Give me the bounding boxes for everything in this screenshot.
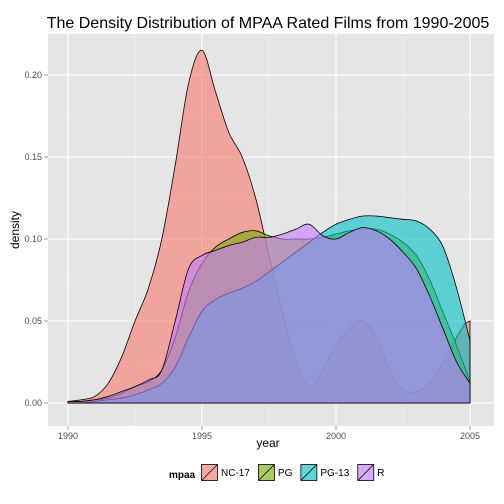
- legend-key-slash-pg-13: [300, 464, 318, 481]
- x-axis-title: year: [256, 436, 279, 450]
- legend: mpaa NC-17 PG PG-13 R: [169, 464, 385, 481]
- legend-key-slash-r: [357, 464, 375, 481]
- x-tick-label: 1990: [58, 431, 78, 441]
- y-tick-label: 0.00: [24, 398, 42, 408]
- x-axis: 1990 1995 2000 2005: [58, 426, 480, 441]
- y-tick-label: 0.05: [24, 316, 42, 326]
- legend-key-slash-nc-17: [201, 464, 218, 481]
- y-tick-label: 0.20: [24, 70, 42, 80]
- y-tick-label: 0.15: [24, 152, 42, 162]
- y-axis-title: density: [8, 211, 22, 249]
- legend-key-slash-pg: [258, 464, 275, 481]
- x-tick-label: 1995: [192, 431, 212, 441]
- legend-label-nc-17: NC-17: [221, 468, 250, 479]
- y-axis: 0.00 0.05 0.10 0.15 0.20: [24, 70, 48, 408]
- x-tick-label: 2005: [460, 431, 480, 441]
- y-tick-label: 0.10: [24, 234, 42, 244]
- x-tick-label: 2000: [326, 431, 346, 441]
- legend-label-pg: PG: [278, 468, 293, 479]
- density-areas: [67, 49, 471, 404]
- legend-title: mpaa: [169, 470, 196, 481]
- chart-title: The Density Distribution of MPAA Rated F…: [47, 15, 490, 32]
- density-area-r: [67, 223, 471, 404]
- legend-label-pg-13: PG-13: [320, 468, 349, 479]
- legend-label-r: R: [377, 468, 384, 479]
